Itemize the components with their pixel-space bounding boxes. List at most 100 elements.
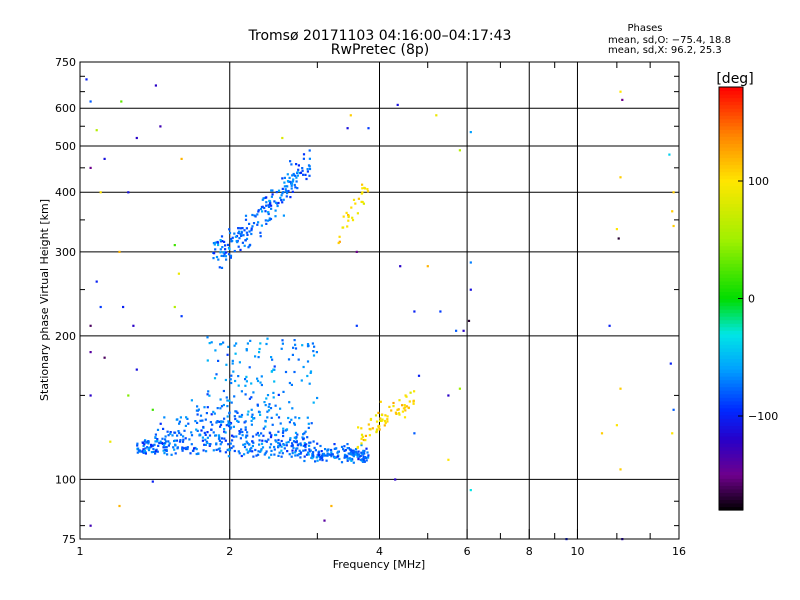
data-point xyxy=(158,442,161,445)
data-point xyxy=(281,136,284,140)
data-point xyxy=(298,417,301,420)
data-point xyxy=(365,459,368,462)
data-point xyxy=(268,431,271,434)
data-point xyxy=(403,406,407,409)
data-point xyxy=(270,449,273,452)
data-point xyxy=(204,433,207,436)
data-point xyxy=(259,235,262,238)
data-point xyxy=(201,439,204,442)
phases-heading: Phases xyxy=(627,23,662,34)
data-point xyxy=(136,444,139,447)
data-point xyxy=(206,431,209,434)
data-point xyxy=(281,201,284,204)
data-point xyxy=(274,209,277,212)
data-point xyxy=(251,440,254,443)
data-point xyxy=(260,206,263,209)
colorbar-band xyxy=(719,425,743,430)
colorbar-band xyxy=(719,464,743,469)
data-point xyxy=(264,210,267,213)
data-point xyxy=(386,420,389,423)
data-point xyxy=(233,449,236,453)
data-point xyxy=(188,438,191,441)
data-point xyxy=(142,444,145,448)
x-tick-label: 16 xyxy=(672,545,686,558)
data-point xyxy=(164,438,167,441)
data-point xyxy=(223,253,226,256)
data-point xyxy=(409,391,412,394)
colorbar-band xyxy=(719,118,743,123)
data-point xyxy=(238,237,241,240)
data-point xyxy=(143,440,146,443)
data-point xyxy=(357,197,360,200)
data-point xyxy=(237,245,240,248)
data-point xyxy=(367,127,370,130)
data-point xyxy=(272,368,275,371)
data-point xyxy=(396,408,399,411)
data-point xyxy=(356,445,359,449)
data-point xyxy=(277,454,280,457)
data-point xyxy=(317,450,321,453)
data-point xyxy=(219,407,222,410)
colorbar-band xyxy=(719,397,743,402)
data-point xyxy=(183,429,186,432)
colorbar-band xyxy=(719,87,743,92)
data-point xyxy=(289,196,292,199)
data-point xyxy=(333,443,336,446)
data-point xyxy=(308,167,312,171)
data-point xyxy=(299,171,303,174)
data-point xyxy=(345,211,348,214)
data-point xyxy=(154,440,157,443)
data-point xyxy=(230,381,233,385)
data-point xyxy=(269,407,273,410)
colorbar-band xyxy=(719,270,743,275)
data-point xyxy=(266,219,270,222)
data-point xyxy=(271,358,274,361)
data-point xyxy=(181,446,184,449)
data-point xyxy=(282,390,285,393)
colorbar-band xyxy=(719,393,743,398)
data-point xyxy=(239,227,242,230)
data-point xyxy=(162,449,165,452)
colorbar-band xyxy=(719,203,743,208)
data-point xyxy=(256,377,259,380)
data-point xyxy=(349,451,352,454)
data-point xyxy=(184,437,187,440)
data-point xyxy=(313,446,316,449)
data-point xyxy=(182,438,185,441)
colorbar-band xyxy=(719,280,743,285)
data-point xyxy=(619,176,622,179)
data-point xyxy=(386,418,389,421)
data-point xyxy=(212,410,215,413)
colorbar-band xyxy=(719,238,743,243)
data-point xyxy=(179,439,182,442)
data-point xyxy=(343,449,346,452)
colorbar-band xyxy=(719,294,743,300)
data-point xyxy=(258,411,261,414)
data-point xyxy=(150,451,153,454)
data-point xyxy=(346,457,349,460)
data-point xyxy=(281,339,284,342)
data-point xyxy=(248,443,251,446)
data-point xyxy=(226,405,229,408)
data-point xyxy=(608,324,611,327)
data-point xyxy=(469,489,472,492)
data-point xyxy=(308,157,311,160)
data-point xyxy=(619,468,622,471)
data-point xyxy=(218,266,221,269)
data-point xyxy=(308,444,311,447)
data-point xyxy=(304,444,307,447)
data-point xyxy=(204,438,207,441)
data-point xyxy=(280,455,283,458)
colorbar-band xyxy=(719,502,743,508)
data-point xyxy=(337,241,340,245)
data-point xyxy=(194,420,197,423)
data-point xyxy=(227,448,230,451)
data-point xyxy=(99,305,102,309)
data-point xyxy=(349,452,352,456)
plot-frame xyxy=(79,61,680,540)
data-point xyxy=(145,441,148,444)
data-point xyxy=(296,187,299,190)
data-point xyxy=(354,453,357,456)
data-point xyxy=(294,416,297,419)
data-point xyxy=(244,436,248,439)
